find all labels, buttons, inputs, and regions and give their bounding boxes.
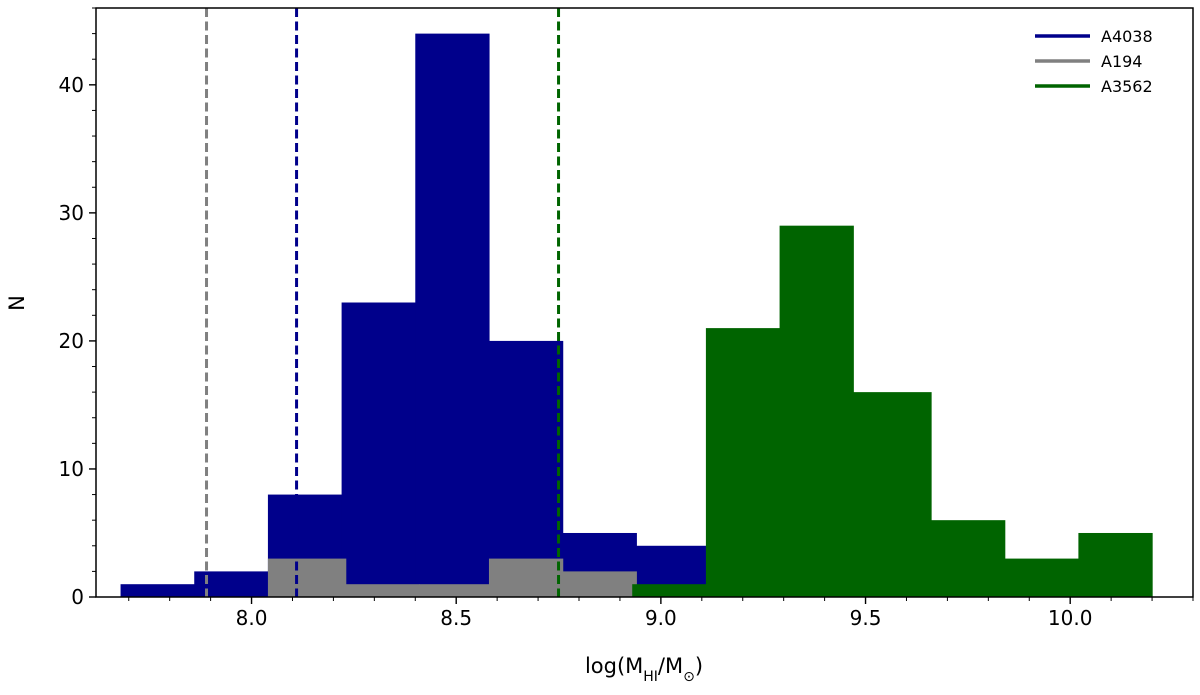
bar-a3562-0: [632, 584, 707, 597]
axis-ticks: 8.0 8.5 9.0 9.5 10.0 0 10 20 30 40: [59, 7, 1194, 630]
y-axis-label: N: [5, 295, 29, 311]
bar-a3562-6: [1078, 532, 1153, 597]
legend-label-a4038: A4038: [1101, 27, 1153, 46]
histogram-bars: [120, 33, 1153, 598]
bar-a3562-1: [705, 328, 781, 597]
x-label-sub2: ⊙: [683, 669, 695, 685]
bar-a4038-0: [120, 584, 195, 597]
x-label-mid: /M: [658, 654, 683, 678]
bar-a4038-5: [488, 340, 564, 597]
reference-lines: [205, 8, 561, 597]
bar-a194-2: [419, 584, 490, 597]
x-tick-label: 9.0: [645, 606, 677, 630]
x-tick-label: 8.0: [236, 606, 268, 630]
bar-a194-1: [345, 584, 420, 597]
legend-label-a3562: A3562: [1101, 77, 1153, 96]
x-tick-label: 10.0: [1048, 606, 1093, 630]
legend-label-a194: A194: [1101, 52, 1142, 71]
bar-a4038-3: [341, 302, 416, 597]
bar-a4038-4: [415, 33, 490, 598]
bar-a3562-5: [1004, 558, 1079, 597]
y-tick-label: 40: [59, 73, 84, 97]
bar-a194-3: [488, 558, 564, 597]
x-label-sub1: HI: [643, 669, 658, 685]
bar-a3562-2: [779, 225, 854, 598]
x-label-prefix: log(M: [585, 654, 643, 678]
legend: A4038 A194 A3562: [1035, 27, 1153, 96]
bar-a3562-4: [931, 520, 1006, 597]
bar-a3562-3: [853, 392, 932, 597]
x-axis-label: log(MHI/M⊙): [585, 654, 703, 685]
plot-frame: [95, 7, 1194, 598]
x-tick-label: 9.5: [850, 606, 882, 630]
bar-a194-0: [267, 558, 347, 597]
y-tick-label: 20: [59, 329, 84, 353]
y-tick-label: 0: [71, 585, 84, 609]
y-tick-label: 10: [59, 457, 84, 481]
x-tick-label: 8.5: [440, 606, 472, 630]
y-tick-label: 30: [59, 201, 84, 225]
bar-a194-4: [562, 571, 637, 597]
x-label-suffix: ): [695, 654, 703, 678]
